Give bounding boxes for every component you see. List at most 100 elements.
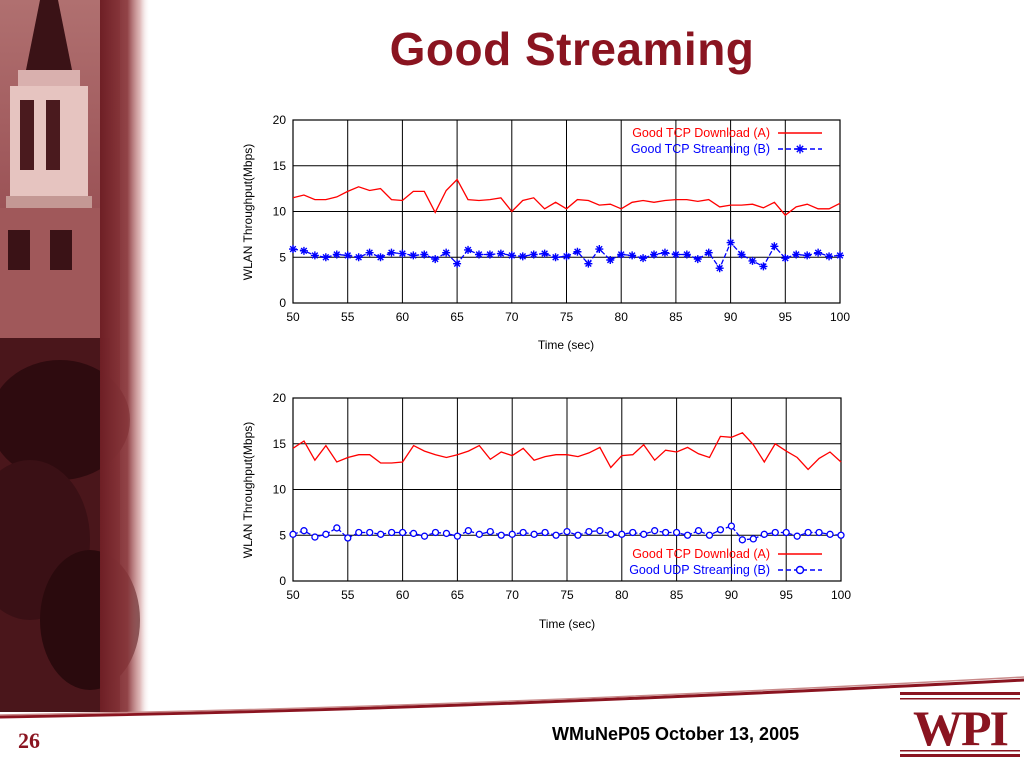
data-point-circle [541, 528, 549, 537]
x-tick-label: 90 [724, 310, 738, 324]
data-point-star [639, 254, 648, 263]
tower-photo [0, 0, 150, 712]
x-tick-label: 80 [615, 310, 629, 324]
x-tick-label: 70 [506, 588, 520, 602]
data-point-star [628, 251, 637, 260]
legend-label-tcp-download: Good TCP Download (A) [632, 547, 770, 561]
data-point-star [540, 249, 549, 258]
data-point-star [704, 248, 713, 257]
data-point-star [836, 251, 844, 260]
data-point-circle [311, 533, 319, 541]
data-point-star [748, 256, 757, 265]
data-point-circle [442, 529, 451, 538]
y-tick-label: 20 [273, 113, 287, 127]
data-point-circle [431, 528, 440, 537]
series-layer [289, 178, 844, 273]
x-tick-label: 60 [396, 588, 410, 602]
x-tick-label: 100 [831, 588, 851, 602]
data-point-star [453, 259, 462, 268]
y-tick-label: 5 [279, 528, 286, 542]
x-axis-label: Time (sec) [539, 617, 595, 631]
data-point-star [814, 248, 823, 257]
data-point-circle [661, 528, 670, 537]
data-point-circle [574, 531, 582, 539]
data-point-star [715, 264, 724, 273]
data-point-circle [344, 534, 352, 542]
data-point-circle [530, 530, 538, 538]
data-point-star [551, 253, 560, 262]
data-point-star [529, 250, 538, 259]
data-point-circle [640, 530, 648, 538]
y-tick-label: 20 [273, 391, 287, 405]
data-point-circle [519, 528, 527, 537]
udp-streaming-chart: 50 55 60 65 70 75 80 85 90 95 100 0 5 10 15 20 Time (se… [241, 391, 852, 631]
data-point-star [803, 251, 812, 260]
data-point-star [737, 250, 746, 259]
y-tick-label: 10 [273, 205, 287, 219]
x-tick-label: 60 [396, 310, 410, 324]
data-point-circle [716, 526, 725, 534]
data-point-circle [377, 530, 385, 538]
data-point-star [420, 250, 429, 259]
x-tick-label: 80 [615, 588, 629, 602]
data-point-star [617, 250, 626, 259]
data-point-star [671, 250, 680, 259]
x-tick-label: 55 [341, 588, 355, 602]
data-point-star [387, 248, 396, 257]
data-point-star [310, 251, 319, 260]
x-tick-label: 95 [779, 310, 793, 324]
data-point-star [321, 253, 330, 262]
data-point-star [442, 248, 451, 257]
star-marker-shape [795, 144, 805, 154]
data-point-circle [771, 528, 779, 537]
data-point-circle [333, 524, 341, 532]
data-point-star [507, 251, 516, 260]
data-point-star [726, 238, 735, 247]
data-point-star [660, 248, 669, 257]
data-point-star [781, 254, 790, 263]
data-point-circle [705, 531, 714, 539]
legend-label-tcp-download: Good TCP Download (A) [632, 126, 770, 140]
x-tick-label: 85 [669, 310, 683, 324]
data-point-star [365, 248, 374, 257]
data-point-star [474, 250, 483, 259]
data-point-star [682, 250, 691, 259]
legend-circle-marker [795, 565, 805, 575]
data-point-circle [475, 530, 483, 538]
x-tick-label: 90 [725, 588, 739, 602]
data-point-circle [552, 531, 560, 539]
data-point-star [770, 242, 779, 251]
data-point-star [496, 249, 505, 258]
data-point-circle [289, 530, 297, 538]
data-point-circle [815, 528, 823, 537]
logo-text: WPI [913, 700, 1008, 756]
x-tick-label: 75 [560, 588, 574, 602]
legend-star-marker [795, 144, 805, 154]
data-point-circle [508, 530, 516, 538]
data-point-circle [607, 530, 615, 538]
data-point-circle [651, 527, 659, 535]
legend-label-tcp-streaming: Good TCP Streaming (B) [631, 142, 770, 156]
data-point-circle [804, 528, 812, 537]
data-point-circle [355, 528, 363, 537]
y-axis-label: WLAN Throughput(Mbps) [241, 144, 255, 281]
data-point-star [332, 250, 341, 259]
data-point-circle [486, 527, 494, 536]
data-point-circle [409, 529, 418, 538]
data-point-star [299, 246, 308, 255]
tcp-streaming-chart: 50 55 60 65 70 75 80 85 90 95 100 0 5 10 15 20 Time (se… [241, 113, 850, 352]
tick-labels: 50 55 60 65 70 75 80 85 90 95 100 0 5 10 15 20 [273, 391, 852, 602]
data-point-star [825, 252, 834, 261]
data-point-circle [672, 528, 681, 537]
data-point-circle [618, 530, 626, 538]
series-line-0 [292, 178, 841, 217]
y-tick-label: 5 [279, 250, 286, 264]
data-point-star [409, 251, 418, 260]
x-tick-label: 95 [780, 588, 794, 602]
data-point-circle [782, 528, 790, 537]
data-point-star [376, 253, 385, 262]
y-axis-label: WLAN Throughput(Mbps) [241, 422, 255, 559]
legend-label-udp-streaming: Good UDP Streaming (B) [629, 563, 770, 577]
y-tick-label: 10 [273, 483, 287, 497]
data-point-circle [694, 527, 703, 535]
